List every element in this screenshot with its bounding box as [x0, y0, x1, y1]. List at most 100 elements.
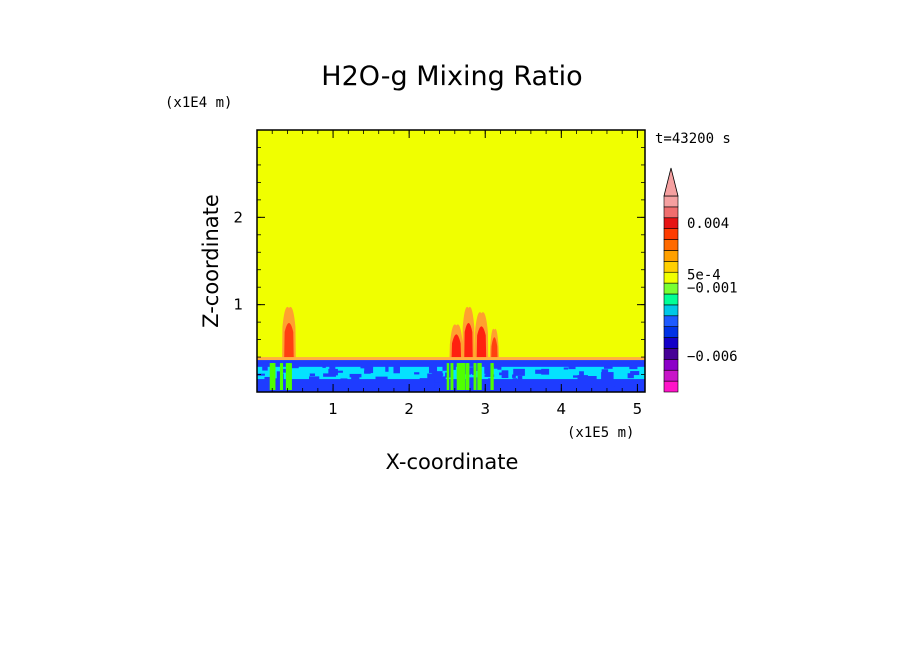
bl-speck — [573, 375, 583, 378]
colorbar-level — [663, 271, 679, 284]
bl-speck — [614, 380, 624, 387]
x-tick-label: 2 — [404, 400, 414, 418]
bl-speck — [281, 368, 289, 373]
colorbar-level — [663, 293, 679, 306]
bl-speck — [329, 364, 336, 371]
bl-speck — [351, 375, 360, 380]
bl-streak — [477, 363, 480, 390]
bl-speck — [436, 374, 442, 379]
colorbar-level — [663, 359, 679, 371]
bl-speck — [601, 369, 609, 373]
bl-speck — [469, 367, 476, 374]
x-tick-label: 1 — [328, 400, 338, 418]
bl-speck — [630, 371, 640, 376]
colorbar-level — [663, 228, 679, 240]
bl-speck — [349, 373, 362, 378]
colorbar-level — [663, 369, 679, 382]
bl-speck — [490, 379, 498, 386]
bl-speck — [328, 368, 338, 376]
colorbar-level — [663, 261, 679, 273]
plume-inner — [464, 323, 473, 360]
colorbar-label: 5e-4 — [687, 267, 721, 283]
x-axis-ticks: 1 2 3 4 5 — [271, 130, 642, 418]
bl-streak — [446, 363, 450, 390]
bl-speck — [501, 370, 509, 379]
bl-speck — [361, 382, 373, 390]
chart-title: H2O-g Mixing Ratio — [321, 61, 582, 92]
bl-speck — [375, 376, 388, 381]
colorbar-level — [663, 304, 679, 317]
bl-speck — [286, 365, 299, 369]
bl-speck — [262, 366, 268, 371]
bl-speck — [541, 368, 550, 375]
y-tick-label: 1 — [233, 296, 243, 314]
bl-speck — [579, 371, 584, 376]
bl-streak — [462, 363, 466, 390]
colorbar-level — [663, 337, 679, 349]
bl-streak — [450, 363, 454, 390]
bl-speck — [321, 381, 325, 390]
y-axis-ticks: 12 — [233, 147, 645, 375]
bl-streak — [288, 363, 292, 390]
bl-speck — [512, 378, 518, 382]
colorbar-level — [663, 380, 679, 393]
bl-speck — [427, 375, 435, 383]
bl-speck — [517, 375, 523, 381]
bl-speck — [629, 364, 638, 370]
plume-inner — [451, 334, 462, 360]
colorbar-level — [663, 348, 679, 360]
bl-speck — [601, 372, 614, 380]
colorbar-level — [663, 282, 679, 295]
bl-speck — [442, 364, 450, 371]
bl-speck — [359, 379, 365, 383]
bl-streak — [285, 363, 289, 390]
bl-speck — [309, 373, 316, 377]
colorbar-level — [663, 239, 679, 251]
bl-speck — [586, 376, 597, 384]
bl-speck — [340, 378, 348, 385]
colorbar-level — [663, 195, 679, 208]
bl-speck — [451, 382, 460, 389]
bl-speck — [513, 368, 525, 376]
bl-speck — [497, 365, 502, 370]
colorbar-level — [663, 250, 679, 262]
colorbar-label: −0.006 — [687, 349, 738, 365]
x-tick-label: 3 — [480, 400, 490, 418]
bl-speck — [305, 382, 317, 387]
y-scale-label: (x1E4 m) — [165, 95, 232, 111]
plot-area — [257, 130, 645, 392]
bl-speck — [513, 383, 522, 390]
colorbar-level — [663, 315, 679, 327]
boundary-layer — [257, 357, 645, 392]
bl-speck — [484, 374, 495, 377]
bl-speck — [493, 365, 501, 369]
bl-speck — [577, 375, 588, 381]
bl-speck — [535, 369, 545, 374]
bl-streak — [490, 363, 493, 390]
plume-inner — [491, 337, 498, 360]
bl-streak — [473, 363, 477, 390]
bl-speck — [484, 365, 492, 374]
bl-streak — [459, 363, 462, 390]
x-scale-label: (x1E5 m) — [567, 425, 634, 441]
bl-speck — [434, 382, 443, 386]
bl-speck — [448, 369, 453, 375]
bl-streak — [279, 363, 284, 390]
bl-speck — [568, 365, 576, 370]
bl-streak — [478, 363, 482, 390]
bl-speck — [264, 376, 271, 380]
bl-streak — [467, 363, 470, 390]
bl-streak — [456, 363, 460, 390]
bl-streak — [492, 363, 494, 390]
bl-top-edge — [257, 357, 645, 361]
bl-speck — [414, 372, 420, 375]
plume-inner — [284, 323, 294, 360]
bl-speck — [488, 378, 493, 385]
colorbar-level — [663, 217, 679, 229]
bl-speck — [334, 370, 343, 373]
colorbar-level — [663, 326, 679, 338]
time-label: t=43200 s — [655, 131, 731, 147]
bl-streak — [465, 363, 468, 390]
colorbar-level — [663, 206, 679, 219]
